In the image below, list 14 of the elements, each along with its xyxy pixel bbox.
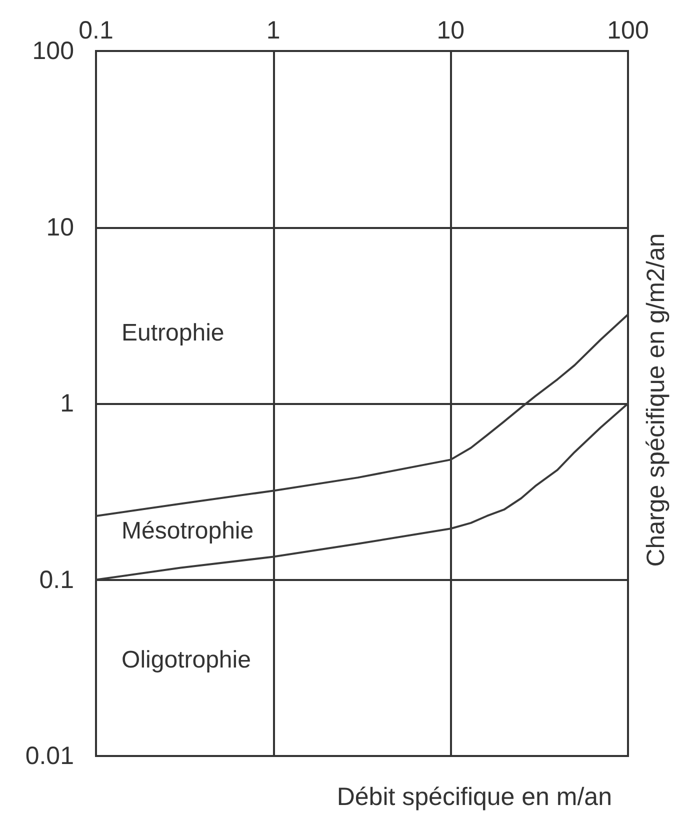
y-axis-title: Charge spécifique en g/m2/an <box>642 233 670 567</box>
annotation: Mésotrophie <box>122 518 254 545</box>
y-tick-label: 10 <box>46 213 74 242</box>
y-tick-label: 0.1 <box>39 566 74 594</box>
y-tick-label: 100 <box>32 37 74 65</box>
x-axis-title: Débit spécifique en m/an <box>336 783 612 811</box>
x-tick-label: 100 <box>607 16 649 44</box>
x-tick-label: 10 <box>436 16 465 44</box>
x-tick-label: 0.1 <box>78 16 114 44</box>
x-tick-label: 1 <box>266 16 280 44</box>
annotation: Oligotrophie <box>122 646 251 674</box>
y-tick-label: 0.01 <box>25 742 74 770</box>
annotation: Eutrophie <box>122 320 224 346</box>
y-tick-label: 1 <box>60 390 74 418</box>
